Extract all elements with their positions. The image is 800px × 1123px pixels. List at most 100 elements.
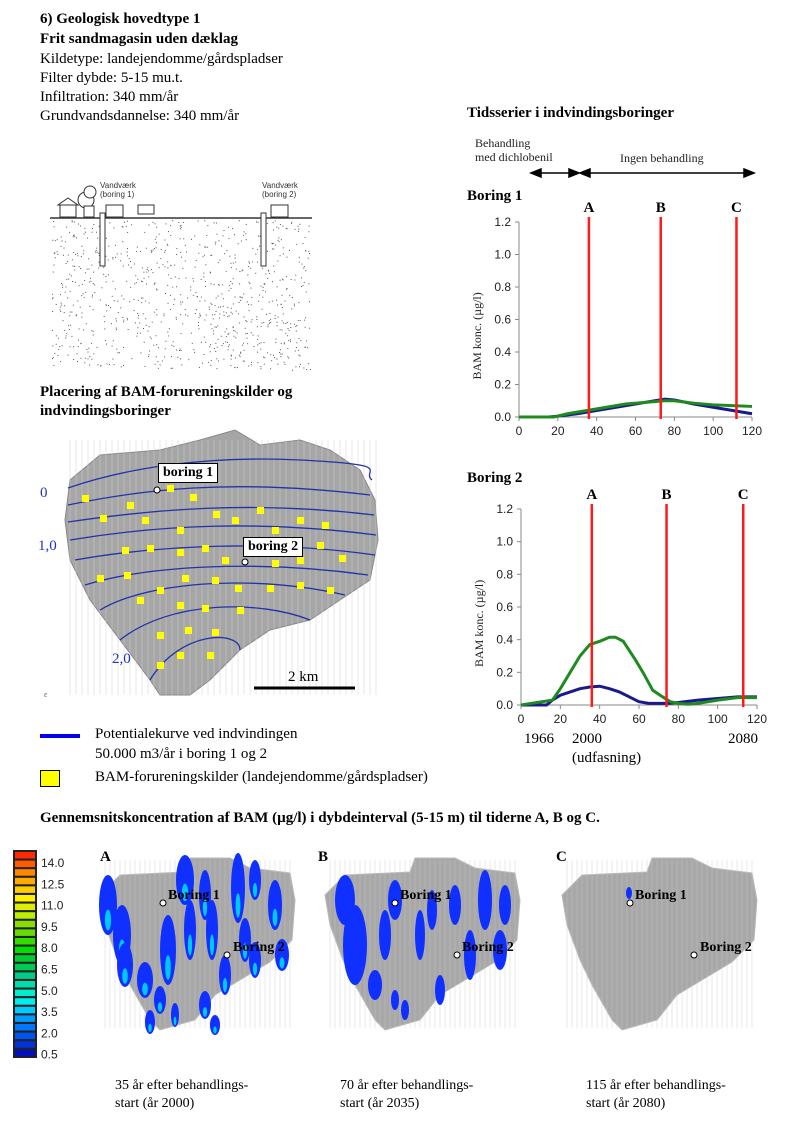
sand-dot (255, 272, 257, 274)
colorbar-label: 5.0 (41, 984, 58, 998)
sand-dot (290, 327, 292, 329)
well-1-label: Vandværk (boring 1) (100, 181, 136, 199)
plume (275, 939, 289, 971)
sand-dot (163, 315, 165, 317)
plume (231, 853, 245, 923)
sand-dot (123, 221, 125, 223)
sand-dot (217, 338, 219, 340)
sand-dot (139, 322, 141, 324)
sand-dot (267, 277, 269, 279)
sand-dot (179, 348, 181, 350)
sand-dot (164, 348, 166, 350)
sand-dot (69, 290, 71, 292)
y-tick-label: 1.2 (494, 215, 511, 229)
plume (427, 890, 437, 930)
sand-dot (80, 255, 82, 257)
source-legend-swatch (40, 770, 60, 787)
bam-source-square (202, 545, 209, 552)
sand-dot (52, 329, 54, 331)
sand-dot (287, 327, 289, 329)
sand-dot (64, 330, 66, 332)
sand-dot (180, 227, 182, 229)
bam-source-square (122, 547, 129, 554)
scale-label: 2 km (288, 669, 319, 685)
sand-dot (251, 296, 253, 298)
sand-dot (174, 264, 176, 266)
sand-dot (236, 332, 238, 334)
plume-core (173, 1016, 177, 1026)
sand-dot (290, 278, 292, 280)
sand-dot (156, 262, 158, 264)
sand-dot (214, 326, 216, 328)
sand-dot (235, 310, 237, 312)
sand-dot (240, 240, 242, 242)
sand-dot (62, 286, 64, 288)
plume-core (181, 883, 189, 902)
sand-dot (248, 261, 250, 263)
sand-dot (103, 266, 105, 268)
sand-dot (223, 358, 225, 360)
sand-dot (246, 301, 248, 303)
sand-dot (126, 317, 128, 319)
sand-dot (89, 305, 91, 307)
sand-dot (202, 362, 204, 364)
source-location-map (64, 429, 379, 696)
sand-dot (151, 321, 153, 323)
plume (626, 887, 632, 899)
sand-dot (273, 248, 275, 250)
sand-dot (222, 284, 224, 286)
sand-dot (83, 250, 85, 252)
sand-dot (308, 301, 310, 303)
contour-line (67, 458, 373, 489)
sand-dot (286, 256, 288, 258)
contour-legend-label: Potentialekurve ved indvindingen (95, 726, 298, 742)
sand-dot (176, 286, 178, 288)
sand-dot (141, 281, 143, 283)
sand-dot (248, 281, 250, 283)
well-2-label: Vandværk (boring 2) (262, 181, 298, 199)
sand-dot (107, 259, 109, 261)
sand-dot (222, 235, 224, 237)
sand-dot (210, 344, 212, 346)
sand-dot (165, 223, 167, 225)
plume-core (202, 1007, 208, 1017)
x-tick-label: 60 (629, 424, 643, 438)
sand-dot (231, 283, 233, 285)
sand-dot (69, 315, 71, 317)
sand-dot (67, 297, 69, 299)
sand-dot (174, 298, 176, 300)
boring-1-chart: 0.0 0.2 0.4 0.6 0.8 1.0 1.2 0 20 40 60 80 100 120 BAM … (470, 200, 762, 438)
x-tick-label: 120 (742, 424, 762, 438)
sand-dot (286, 322, 288, 324)
sand-dot (297, 349, 299, 351)
sand-dot (170, 265, 172, 267)
sand-dot (99, 365, 101, 367)
sand-dot (295, 330, 297, 332)
sand-dot (211, 303, 213, 305)
sand-dot (247, 343, 249, 345)
sand-dot (71, 259, 73, 261)
bam-source-square (177, 602, 184, 609)
sand-dot (282, 253, 284, 255)
bam-source-square (177, 527, 184, 534)
sand-dot (308, 327, 310, 329)
sand-dot (165, 340, 167, 342)
sand-dot (137, 312, 139, 314)
sand-dot (180, 224, 182, 226)
contour-line (84, 565, 369, 586)
sand-dot (123, 298, 125, 300)
sand-dot (84, 357, 86, 359)
sand-dot (281, 329, 283, 331)
sand-dot (150, 249, 152, 251)
sand-dot (112, 340, 114, 342)
sand-dot (276, 321, 278, 323)
colorbar-swatch (15, 981, 35, 988)
sand-dot (285, 332, 287, 334)
sand-dot (219, 259, 221, 261)
colorbar-swatch (15, 1015, 35, 1022)
sand-dot (286, 228, 288, 230)
sand-dot (153, 311, 155, 313)
plume-core (202, 898, 208, 917)
sand-dot (250, 364, 252, 366)
sand-dot (283, 342, 285, 344)
